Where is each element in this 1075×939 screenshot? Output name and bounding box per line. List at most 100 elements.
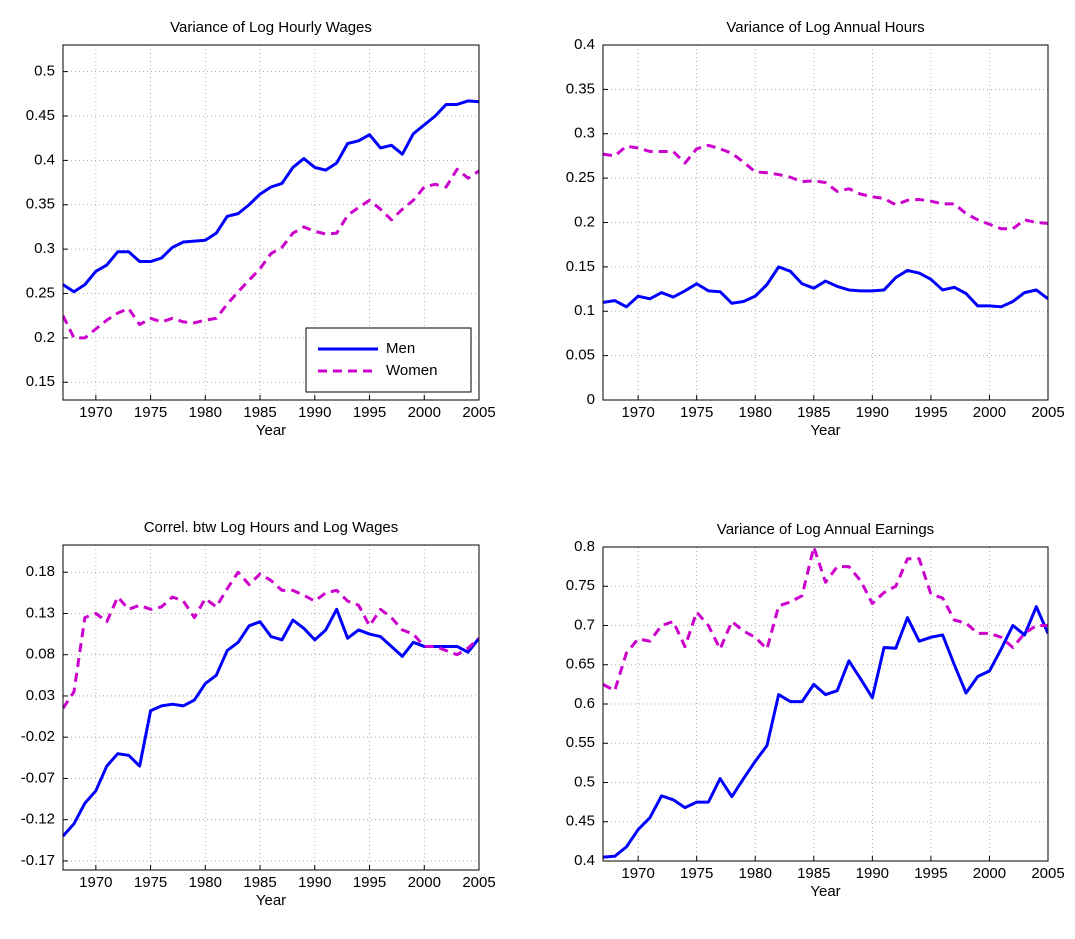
y-tick-label: 0.4 [34,151,55,168]
y-tick-label: -0.12 [21,811,55,828]
y-tick-label: -0.07 [21,769,55,786]
legend-label: Men [386,340,415,357]
x-tick-label: 2005 [462,874,495,891]
y-tick-label: 0.4 [574,36,595,53]
plot-area [63,545,479,870]
series-group [603,547,1048,859]
plot-area [603,45,1048,400]
x-tick-label: 1995 [914,404,947,421]
subplot: 1970 1975 1980 1985 1990 1995 2000 2005 0.15 0.2 0… [26,19,496,439]
data-line [63,167,479,340]
x-axis-label: Year [256,422,286,439]
plot-area [603,547,1048,861]
x-tick-label: 1975 [134,404,167,421]
x-tick-label: 2000 [973,865,1006,882]
y-tick-label: 0.1 [574,302,595,319]
y-tick-label: 0.05 [566,347,595,364]
x-tick-label: 2000 [408,874,441,891]
subplot: 1970 1975 1980 1985 1990 1995 2000 2005 0 0.05 0.1… [566,19,1065,439]
y-tick-label: 0.65 [566,656,595,673]
x-tick-label: 2005 [462,404,495,421]
y-tick-label: 0.6 [574,695,595,712]
data-line [63,570,479,710]
x-tick-label: 1985 [243,874,276,891]
y-tick-label: 0.15 [566,258,595,275]
y-tick-label: 0.55 [566,734,595,751]
chart-title: Variance of Log Annual Earnings [717,521,934,538]
y-tick-label: 0.8 [574,538,595,555]
x-tick-label: 1975 [680,404,713,421]
x-tick-label: 2005 [1031,865,1064,882]
plot-frame [602,546,1049,862]
legend-label: Women [386,362,437,379]
x-axis-label: Year [256,892,286,909]
y-tick-label: 0.5 [34,63,55,80]
x-tick-label: 1970 [621,404,654,421]
chart-title: Variance of Log Hourly Wages [170,19,372,36]
plot-frame [62,544,480,871]
x-tick-label: 1970 [79,404,112,421]
x-tick-label: 2005 [1031,404,1064,421]
y-tick-label: 0.08 [26,646,55,663]
y-tick-label: 0.45 [26,107,55,124]
x-tick-label: 1990 [298,874,331,891]
data-line [63,607,479,838]
y-tick-label: 0.03 [26,687,55,704]
y-tick-label: 0.45 [566,813,595,830]
x-tick-label: 1980 [189,404,222,421]
x-tick-label: 1985 [797,404,830,421]
legend-box [305,327,472,393]
chart-title: Correl. btw Log Hours and Log Wages [144,519,399,536]
series-group [603,143,1048,309]
x-tick-label: 1970 [621,865,654,882]
x-tick-label: 1975 [680,865,713,882]
data-line [603,605,1048,859]
x-tick-label: 1990 [856,865,889,882]
plot-frame [602,44,1049,401]
y-tick-label: 0.18 [26,563,55,580]
x-tick-label: 1985 [243,404,276,421]
data-line [603,265,1048,309]
y-tick-label: -0.17 [21,852,55,869]
x-axis-label: Year [810,883,840,900]
series-group [63,570,479,838]
x-tick-label: 2000 [973,404,1006,421]
y-tick-label: 0.2 [34,329,55,346]
y-tick-label: 0.35 [566,80,595,97]
data-line [603,547,1048,693]
x-tick-label: 1975 [134,874,167,891]
legend: Men Women [305,327,472,393]
y-tick-label: 0.3 [34,240,55,257]
x-tick-label: 1995 [914,865,947,882]
y-tick-label: 0.25 [26,284,55,301]
y-tick-label: 0.4 [574,852,595,869]
y-tick-label: 0.25 [566,169,595,186]
data-line [63,99,479,294]
y-tick-label: 0.75 [566,577,595,594]
subplot: 1970 1975 1980 1985 1990 1995 2000 2005 -0.17 -0.… [21,519,496,909]
y-tick-label: 0.5 [574,773,595,790]
y-tick-label: 0.7 [574,616,595,633]
y-tick-label: -0.02 [21,728,55,745]
chart-title: Variance of Log Annual Hours [726,19,924,36]
data-line [603,143,1048,231]
x-tick-label: 1995 [353,404,386,421]
y-tick-label: 0.13 [26,604,55,621]
plot-frame [62,44,480,401]
y-tick-label: 0.15 [26,373,55,390]
y-tick-label: 0.35 [26,196,55,213]
x-tick-label: 2000 [408,404,441,421]
x-tick-label: 1990 [856,404,889,421]
x-tick-label: 1980 [739,404,772,421]
x-tick-label: 1985 [797,865,830,882]
series-group [63,99,479,340]
x-tick-label: 1980 [739,865,772,882]
x-tick-label: 1990 [298,404,331,421]
y-tick-label: 0.3 [574,125,595,142]
subplot: 1970 1975 1980 1985 1990 1995 2000 2005 0.4 0.45 0… [566,521,1065,900]
x-axis-label: Year [810,422,840,439]
y-tick-label: 0.2 [574,213,595,230]
x-tick-label: 1995 [353,874,386,891]
y-tick-label: 0 [587,391,595,408]
